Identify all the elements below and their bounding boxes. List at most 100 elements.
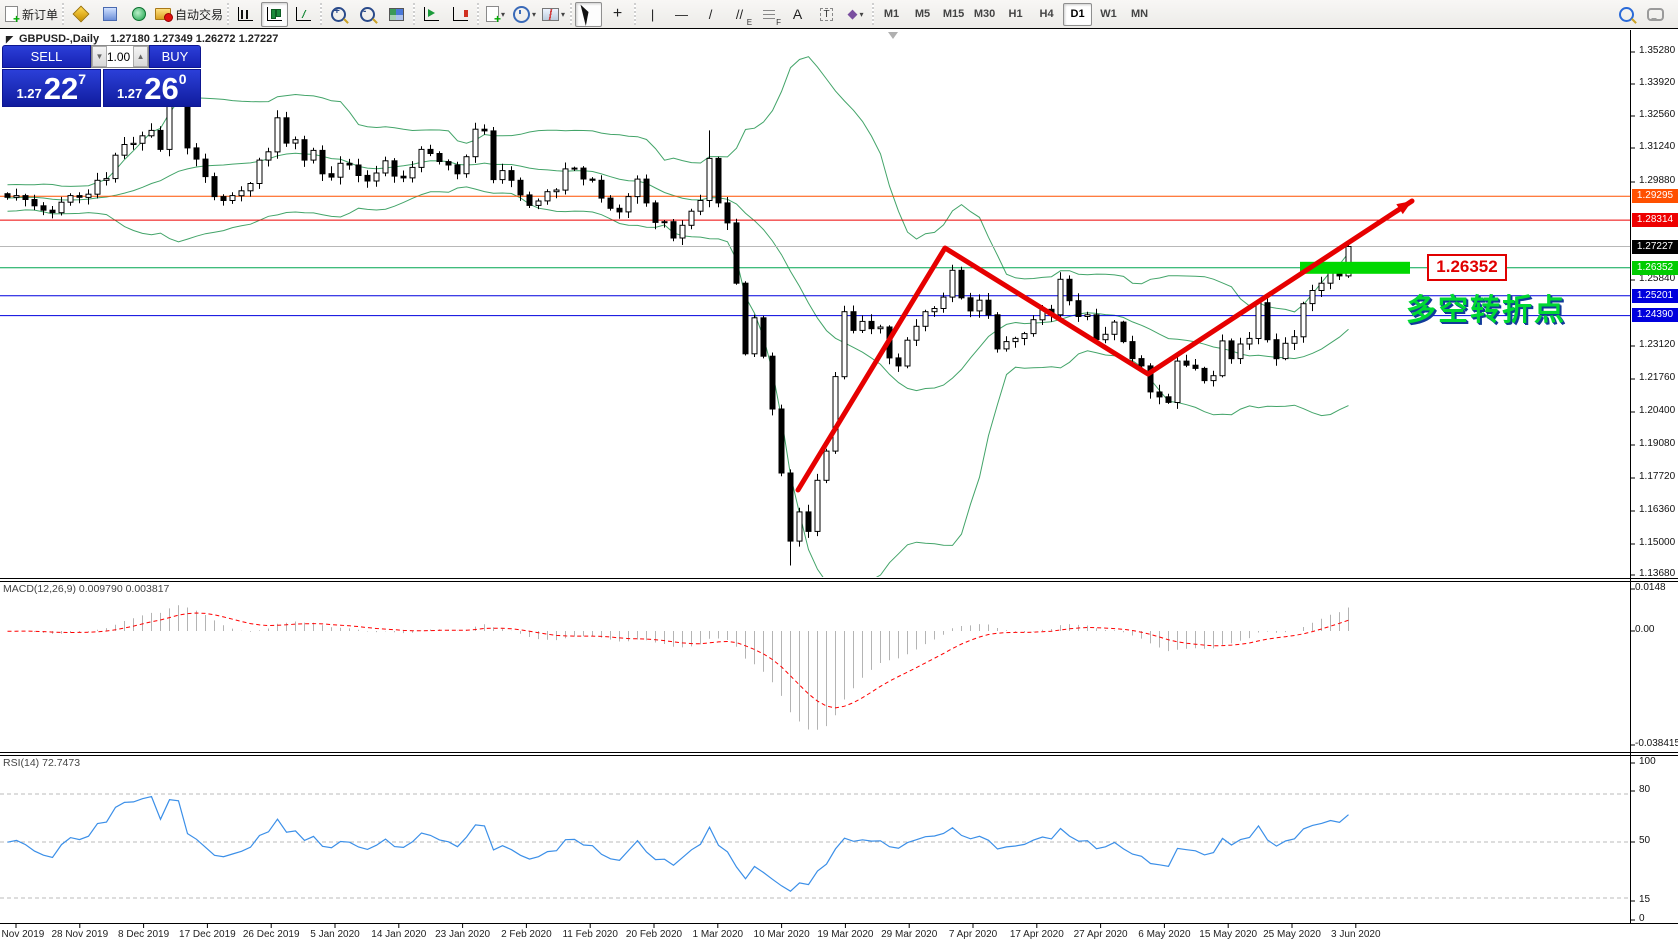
date-label: 28 Nov 2019 xyxy=(51,929,109,940)
zoom-out-icon: - xyxy=(360,6,376,22)
zoom-in-icon: + xyxy=(331,6,347,22)
algo-trading-button[interactable]: 自动交易 xyxy=(154,2,224,27)
text-icon: A xyxy=(792,6,803,22)
trendline-button[interactable]: / xyxy=(697,2,724,27)
date-label: 19 Nov 2019 xyxy=(0,929,45,940)
main-toolbar: + 新订单 自动交易 + - + ▾ ▾ ▾ + | xyxy=(0,0,1678,29)
macd-histogram xyxy=(16,605,1349,730)
market-watch-button[interactable] xyxy=(67,2,94,27)
timeframe-button-M5[interactable]: M5 xyxy=(914,8,931,20)
channel-button[interactable]: //E xyxy=(735,6,753,27)
signals-button[interactable] xyxy=(125,2,152,27)
zoom-out-button[interactable]: - xyxy=(354,2,381,27)
periods-button[interactable]: ▾ xyxy=(511,2,538,27)
search-button[interactable] xyxy=(1613,2,1640,27)
date-label: 10 Mar 2020 xyxy=(753,929,810,940)
channel-icon: // xyxy=(735,6,744,22)
macd-signal-line xyxy=(7,612,1349,709)
date-label: 8 Dec 2019 xyxy=(118,929,170,940)
line-chart-button[interactable] xyxy=(290,2,317,27)
date-label: 29 Mar 2020 xyxy=(881,929,938,940)
sell-price[interactable]: 1.27 22 7 xyxy=(2,69,101,107)
rsi-indicator-label: RSI(14) 72.7473 xyxy=(3,757,81,769)
date-label: 25 May 2020 xyxy=(1263,929,1321,940)
lot-increase-button[interactable]: ▲ xyxy=(133,46,148,67)
vertical-line-button[interactable]: | xyxy=(639,2,666,27)
search-icon xyxy=(1619,6,1634,22)
templates-icon xyxy=(542,7,560,21)
fibonacci-button[interactable]: F xyxy=(755,2,782,27)
chart-shift-button[interactable] xyxy=(447,2,474,27)
navigator-icon xyxy=(102,7,117,21)
date-label: 20 Feb 2020 xyxy=(625,929,683,940)
chart-canvas[interactable] xyxy=(0,30,1678,950)
turning-point-annotation: 多空转折点 xyxy=(1406,294,1566,327)
community-chat-button[interactable] xyxy=(1642,2,1669,27)
ohlc-values: 1.27180 1.27349 1.26272 1.27227 xyxy=(110,33,279,45)
support-level-callout[interactable]: 1.26352 xyxy=(1427,254,1507,281)
chart-title: ◤ GBPUSD-,Daily 1.27180 1.27349 1.26272 … xyxy=(6,33,278,45)
timeframe-button-M15[interactable]: M15 xyxy=(942,8,965,20)
text-label-icon: T xyxy=(820,7,833,21)
buy-price[interactable]: 1.27 26 0 xyxy=(102,69,201,107)
zoom-in-button[interactable]: + xyxy=(325,2,352,27)
buy-button[interactable]: BUY xyxy=(149,45,201,68)
timeframe-button-M1[interactable]: M1 xyxy=(883,8,900,20)
text-button[interactable]: A xyxy=(784,2,811,27)
bar-chart-button[interactable] xyxy=(232,2,259,27)
lot-decrease-button[interactable]: ▼ xyxy=(92,46,107,67)
market-watch-icon xyxy=(72,5,90,23)
timeframe-button-M30[interactable]: M30 xyxy=(973,8,996,20)
text-label-button[interactable]: T xyxy=(813,2,840,27)
shapes-button[interactable]: ◆ ▾ xyxy=(847,6,864,21)
one-click-collapse-arrow[interactable]: ◤ xyxy=(6,34,13,44)
date-label: 7 Apr 2020 xyxy=(948,929,998,940)
timeframe-button-W1[interactable]: W1 xyxy=(1100,8,1117,20)
new-order-button[interactable]: + 新订单 xyxy=(4,2,59,27)
cursor-button[interactable] xyxy=(575,1,603,27)
auto-scroll-button[interactable] xyxy=(418,2,445,27)
candle-chart-button[interactable] xyxy=(261,1,289,27)
algo-trading-icon xyxy=(155,8,174,22)
cursor-icon xyxy=(580,1,597,27)
horizontal-line-button[interactable]: — xyxy=(668,2,695,27)
candlestick-series xyxy=(4,93,1352,566)
timeframe-button-H1[interactable]: H1 xyxy=(1008,8,1023,20)
arrowhead xyxy=(1396,201,1412,215)
crosshair-button[interactable]: + xyxy=(604,2,631,27)
lot-size-stepper[interactable]: ▼ 1.00 ▲ xyxy=(91,45,149,68)
symbol-period-label: GBPUSD-,Daily xyxy=(18,33,100,45)
chart-shift-marker xyxy=(888,32,898,39)
price-badge-1.24390: 1.24390 xyxy=(1632,308,1678,322)
price-badge-1.27227: 1.27227 xyxy=(1632,240,1678,254)
date-label: 17 Dec 2019 xyxy=(179,929,236,940)
templates-button[interactable]: ▾ xyxy=(540,2,567,27)
support-zone-highlight[interactable] xyxy=(1300,261,1410,274)
line-chart-icon xyxy=(296,7,312,21)
timeframe-button-H4[interactable]: H4 xyxy=(1039,8,1054,20)
date-label: 11 Feb 2020 xyxy=(562,929,618,940)
tile-windows-icon xyxy=(389,7,405,21)
bollinger-bands xyxy=(7,56,1349,577)
timeframe-button-MN[interactable]: MN xyxy=(1130,8,1149,20)
indicators-button[interactable]: + ▾ xyxy=(482,2,509,27)
auto-scroll-icon xyxy=(424,7,440,21)
horizontal-line-icon: — xyxy=(675,6,689,22)
date-label: 14 Jan 2020 xyxy=(371,929,427,940)
price-badge-1.25201: 1.25201 xyxy=(1632,289,1678,303)
chart-window: ◤ GBPUSD-,Daily 1.27180 1.27349 1.26272 … xyxy=(0,30,1678,950)
price-badge-1.28314: 1.28314 xyxy=(1632,213,1678,227)
lot-size-value[interactable]: 1.00 xyxy=(106,49,131,64)
tile-windows-button[interactable] xyxy=(383,2,410,27)
fibonacci-icon xyxy=(762,9,775,19)
date-label: 26 Dec 2019 xyxy=(242,929,300,940)
date-label: 23 Jan 2020 xyxy=(435,929,491,940)
horizontal-level-lines[interactable] xyxy=(0,195,1630,317)
date-label: 5 Jan 2020 xyxy=(310,929,360,940)
trend-arrow[interactable] xyxy=(795,198,1415,493)
navigator-button[interactable] xyxy=(96,2,123,27)
sell-button[interactable]: SELL xyxy=(2,45,91,68)
timeframe-button-D1[interactable]: D1 xyxy=(1063,2,1093,26)
candle-chart-icon xyxy=(267,7,283,21)
